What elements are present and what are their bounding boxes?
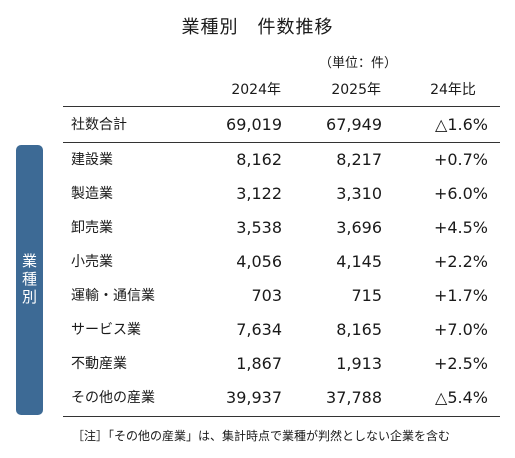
table-row: 卸売業 3,538 3,696 +4.5% (63, 211, 500, 245)
table-row: 建設業 8,162 8,217 +0.7% (63, 143, 500, 177)
table-row: 運輸・通信業 703 715 +1.7% (63, 279, 500, 313)
value-2024: 1,867 (236, 354, 282, 373)
value-2025: 1,913 (336, 354, 382, 373)
value-2024: 4,056 (236, 252, 282, 271)
column-header-2025: 2025年 (331, 82, 381, 98)
row-label: その他の産業 (71, 390, 155, 406)
value-2025: 8,217 (336, 150, 382, 169)
column-header-2024: 2024年 (231, 82, 281, 98)
column-header-ratio: 24年比 (430, 82, 476, 98)
row-label: 不動産業 (71, 356, 127, 372)
ratio-value: +2.5% (433, 354, 488, 373)
ratio-value: +0.7% (433, 150, 488, 169)
value-2024: 7,634 (236, 320, 282, 339)
footnote: ［注］「その他の産業」は、集計時点で業種が判然としない企業を含む (72, 429, 451, 443)
value-2024: 8,162 (236, 150, 282, 169)
unit-note: （単位：件） (318, 56, 397, 71)
table-row: 社数合計 69,019 67,949 △1.6% (63, 108, 500, 142)
header-rule (63, 106, 500, 107)
table-row: 製造業 3,122 3,310 +6.0% (63, 177, 500, 211)
bottom-rule (63, 416, 500, 417)
row-label: 卸売業 (71, 220, 113, 236)
value-2025: 8,165 (336, 320, 382, 339)
row-label: 製造業 (71, 186, 113, 202)
row-label: 運輸・通信業 (71, 288, 155, 304)
table-row: その他の産業 39,937 37,788 △5.4% (63, 381, 500, 415)
ratio-value: +6.0% (433, 184, 488, 203)
category-side-label: 業種別 (16, 145, 43, 415)
row-label: サービス業 (71, 322, 141, 338)
value-2025: 3,696 (336, 218, 382, 237)
ratio-value: +4.5% (433, 218, 488, 237)
value-2025: 37,788 (326, 388, 382, 407)
value-2025: 67,949 (326, 115, 382, 134)
value-2024: 703 (251, 286, 282, 305)
page-title: 業種別 件数推移 (181, 17, 334, 38)
value-2024: 3,538 (236, 218, 282, 237)
ratio-value: +2.2% (433, 252, 488, 271)
value-2024: 69,019 (226, 115, 282, 134)
table-row: 不動産業 1,867 1,913 +2.5% (63, 347, 500, 381)
ratio-value: +1.7% (433, 286, 488, 305)
table-row: サービス業 7,634 8,165 +7.0% (63, 313, 500, 347)
value-2024: 39,937 (226, 388, 282, 407)
row-label: 小売業 (71, 254, 113, 270)
value-2025: 3,310 (336, 184, 382, 203)
value-2025: 4,145 (336, 252, 382, 271)
ratio-value: △5.4% (435, 388, 488, 407)
total-rule (63, 142, 500, 143)
row-label: 社数合計 (71, 117, 127, 133)
value-2024: 3,122 (236, 184, 282, 203)
ratio-value: +7.0% (433, 320, 488, 339)
table-row: 小売業 4,056 4,145 +2.2% (63, 245, 500, 279)
value-2025: 715 (351, 286, 382, 305)
ratio-value: △1.6% (435, 115, 488, 134)
row-label: 建設業 (71, 152, 113, 168)
